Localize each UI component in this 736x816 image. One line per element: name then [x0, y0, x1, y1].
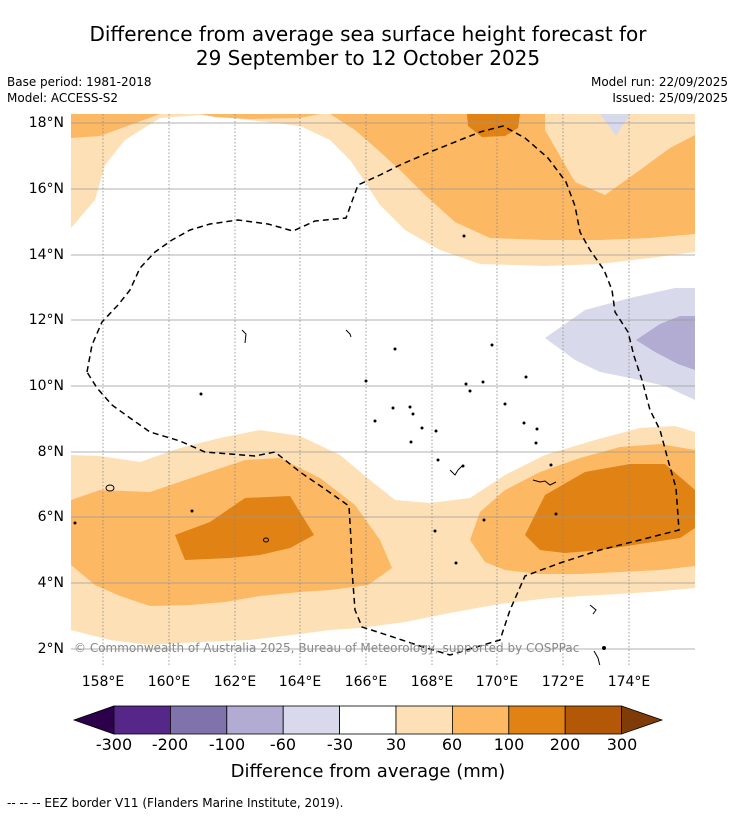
lon-label: 166°E — [344, 674, 388, 690]
east-negative-60-100 — [636, 316, 695, 370]
lat-label: 6°N — [37, 509, 64, 525]
meta-right: Model run: 22/09/2025 Issued: 25/09/2025 — [591, 74, 728, 106]
north-band-60-100-east — [330, 114, 695, 240]
model-run: Model run: 22/09/2025 — [590, 75, 728, 89]
colorbar-tick: -30 — [326, 735, 354, 754]
lat-gridlines — [71, 122, 695, 650]
model-name: Model: ACCESS-S2 — [7, 91, 119, 105]
north-band-60-100 — [71, 114, 160, 138]
east-negative-top — [600, 114, 630, 136]
colorbar-tick: 300 — [606, 735, 638, 754]
title-line-2: 29 September to 12 October 2025 — [195, 46, 541, 70]
lon-label: 170°E — [475, 674, 519, 690]
colorbar-tick: -300 — [95, 735, 133, 754]
colorbar-segment — [282, 705, 341, 735]
issued-date: Issued: 25/09/2025 — [612, 91, 728, 105]
title-line-1: Difference from average sea surface heig… — [89, 22, 647, 46]
lon-label: 174°E — [607, 674, 651, 690]
colorbar-tick: 200 — [549, 735, 581, 754]
colorbar-label: Difference from average (mm) — [230, 761, 506, 782]
base-period: Base period: 1981-2018 — [7, 75, 152, 89]
eez-border — [86, 125, 680, 656]
lat-label: 14°N — [28, 247, 64, 263]
colorbar-tick: -200 — [151, 735, 189, 754]
colorbar-tick: 60 — [441, 735, 463, 754]
lon-gridlines — [102, 114, 630, 665]
colorbar-segment — [564, 705, 623, 735]
lat-label: 2°N — [37, 641, 64, 657]
islands — [73, 234, 606, 665]
colorbar-tick: 30 — [385, 735, 407, 754]
lat-label: 18°N — [28, 115, 64, 131]
north-band-60-100-top — [200, 114, 320, 119]
meta-left: Base period: 1981-2018 Model: ACCESS-S2 — [7, 74, 152, 106]
lon-label: 172°E — [541, 674, 585, 690]
lon-label: 168°E — [410, 674, 454, 690]
colorbar-segment — [339, 705, 397, 735]
colorbar-segment — [508, 705, 566, 735]
contour-fields — [71, 114, 695, 665]
colorbar-tick: -100 — [208, 735, 246, 754]
eez-legend: -- -- -- EEZ border V11 (Flanders Marine… — [7, 796, 344, 810]
colorbar-segment — [451, 705, 510, 735]
lat-label: 16°N — [28, 181, 64, 197]
lat-label: 4°N — [37, 575, 64, 591]
colorbar-extend-min — [72, 705, 115, 735]
south-band-100-200-east — [525, 464, 695, 553]
colorbar-tick: -60 — [269, 735, 297, 754]
colorbar-segment — [113, 705, 171, 735]
colorbar-segment — [226, 705, 284, 735]
chart-title: Difference from average sea surface heig… — [0, 22, 736, 70]
lon-label: 162°E — [213, 674, 257, 690]
lat-label: 8°N — [37, 444, 64, 460]
lat-label: 12°N — [28, 312, 64, 328]
lon-label: 160°E — [147, 674, 191, 690]
copyright-notice: © Commonwealth of Australia 2025, Bureau… — [74, 641, 580, 655]
colorbar-segment — [395, 705, 453, 735]
south-band-100-200-west — [175, 496, 314, 560]
colorbar-segment — [169, 705, 228, 735]
colorbar-tick: 100 — [493, 735, 525, 754]
lon-label: 158°E — [81, 674, 125, 690]
colorbar-extend-max — [621, 705, 664, 735]
lat-label: 10°N — [28, 378, 64, 394]
east-negative-30-60 — [545, 288, 695, 400]
colorbar-segments — [72, 705, 664, 735]
lon-label: 164°E — [278, 674, 322, 690]
